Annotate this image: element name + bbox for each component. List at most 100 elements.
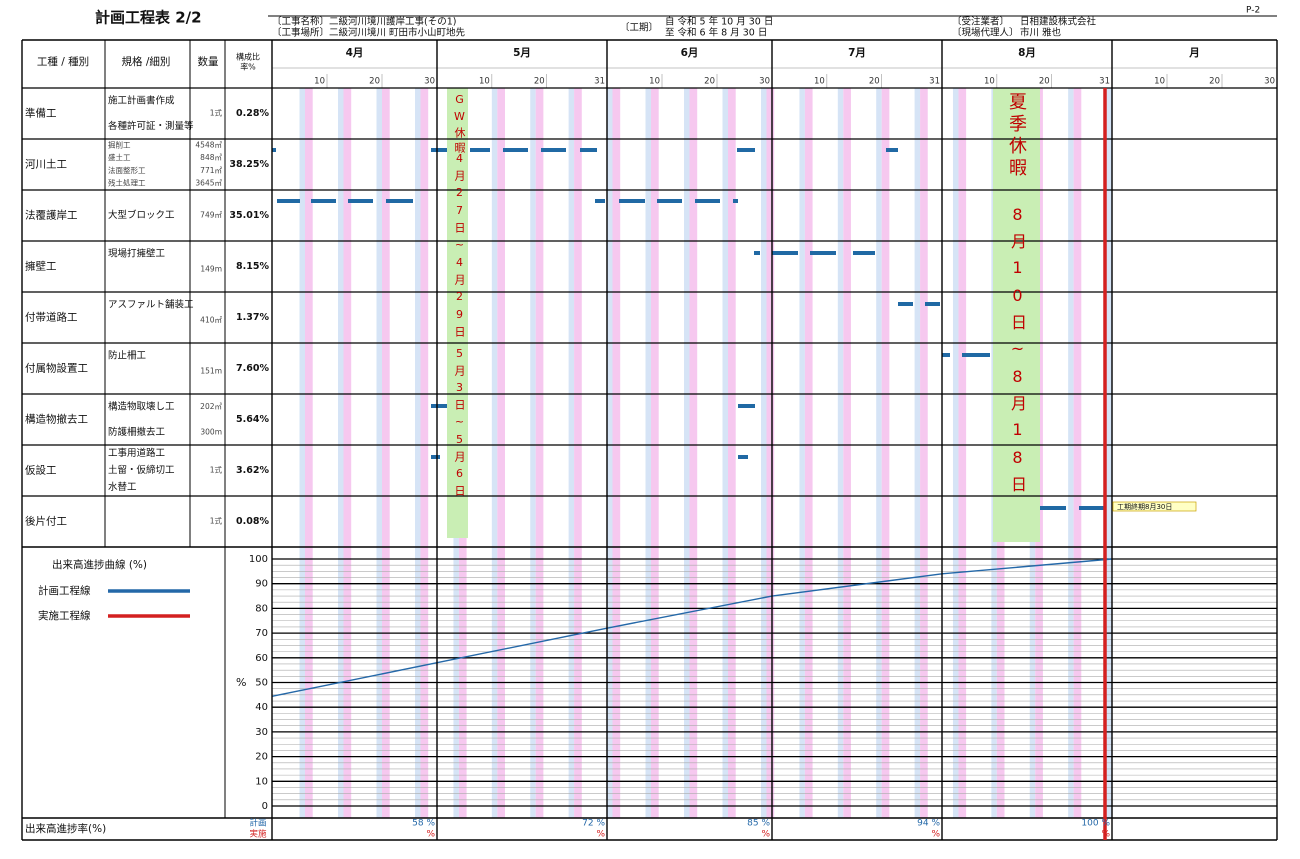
ratio: 1.37%: [236, 312, 269, 323]
quantity: 151m: [200, 367, 222, 376]
period-from: 自 令和 5 年 10 月 30 日: [665, 16, 773, 28]
quantity: 3645㎥: [195, 179, 222, 188]
work-type: 準備工: [25, 107, 57, 120]
gantt-bar: [277, 199, 300, 203]
gantt-bar: [272, 148, 276, 152]
spec: 防止柵工: [108, 350, 147, 362]
quantity: 149m: [200, 265, 222, 274]
quantity: 4548㎥: [195, 140, 222, 149]
summer-note: 夏季休暇: [1006, 92, 1027, 180]
footer-plan: 計画: [249, 818, 266, 829]
month-header: 7月: [848, 47, 866, 59]
weekend-stripe: [689, 88, 698, 818]
spec: 残土処理工: [108, 178, 146, 188]
gantt-bar: [431, 455, 440, 459]
legend-label: 実施工程線: [38, 609, 91, 622]
period-to: 至 令和 6 年 8 月 30 日: [665, 27, 767, 39]
ratio: 8.15%: [236, 261, 269, 272]
day-tick: 31: [1099, 77, 1110, 87]
spec: 法面整形工: [108, 165, 146, 175]
weekend-stripe: [305, 88, 313, 818]
value-label: 58 %: [412, 819, 435, 829]
month-header: 5月: [513, 47, 531, 59]
weekend-stripe: [684, 88, 690, 818]
day-tick: 31: [929, 77, 940, 87]
value-label: %: [1101, 830, 1110, 840]
month-header: 4月: [346, 47, 364, 59]
gantt-bar: [738, 404, 755, 408]
weekend-stripe: [574, 88, 582, 818]
y-tick-label: 60: [255, 653, 268, 664]
gantt-bar: [431, 404, 447, 408]
day-tick: 30: [1264, 77, 1275, 87]
quantity: 1式: [210, 516, 223, 526]
weekend-stripe: [881, 88, 890, 818]
weekend-stripe: [415, 88, 421, 818]
project-site: 〔工事場所〕二級河川境川 町田市小山町地先: [272, 27, 466, 39]
end-note: 工期終期8月30日: [1117, 502, 1172, 511]
holiday-box: [447, 88, 468, 538]
spec: 防護柵撤去工: [108, 426, 166, 438]
work-type: 構造物撤去工: [25, 413, 88, 426]
page-number: P-2: [1246, 6, 1260, 16]
day-tick: 30: [424, 77, 435, 87]
gantt-bar: [754, 251, 760, 255]
day-tick: 30: [759, 77, 770, 87]
gantt-bar: [737, 148, 755, 152]
weekend-stripe: [645, 88, 651, 818]
month-header: 6月: [681, 47, 699, 59]
spec: 施工計画書作成: [108, 94, 175, 106]
y-tick-label: 0: [262, 801, 268, 812]
work-type: 付帯道路工: [25, 311, 78, 324]
quantity: 749㎡: [200, 211, 222, 220]
gantt-bar: [619, 199, 645, 203]
spec: 大型ブロック工: [108, 209, 175, 221]
weekend-stripe: [722, 88, 728, 818]
weekend-stripe: [607, 88, 613, 818]
day-tick: 20: [869, 77, 880, 87]
quantity: 300m: [200, 427, 222, 436]
gw-note: GW休暇: [453, 93, 466, 157]
gantt-bar: [503, 148, 528, 152]
day-tick: 20: [534, 77, 545, 87]
weekend-stripe: [761, 88, 767, 818]
footer-actual: 実施: [249, 829, 267, 840]
gantt-bar: [311, 199, 336, 203]
weekend-stripe: [612, 88, 621, 818]
spec: 現場打擁壁工: [108, 248, 166, 260]
gantt-bar: [431, 148, 447, 152]
footer-label: 出来高進捗率(%): [25, 822, 106, 835]
weekend-stripe: [920, 88, 928, 818]
weekend-stripe: [338, 88, 344, 818]
day-tick: 10: [1154, 77, 1165, 87]
y-tick-label: 100: [249, 554, 268, 565]
y-tick-label: 30: [255, 727, 268, 738]
ratio: 0.08%: [236, 516, 269, 527]
gantt-bar: [853, 251, 875, 255]
work-type: 法覆護岸工: [25, 209, 78, 222]
holiday-box: [993, 88, 1040, 542]
value-label: 72 %: [582, 819, 605, 829]
gantt-bar: [942, 353, 950, 357]
weekend-stripe: [382, 88, 390, 818]
weekend-stripe: [491, 88, 498, 818]
weekend-stripe: [651, 88, 659, 818]
gantt-bar: [348, 199, 373, 203]
spec: 水替工: [108, 481, 137, 493]
quantity: 848㎥: [200, 153, 222, 162]
ratio: 5.64%: [236, 414, 269, 425]
y-tick-label: 80: [255, 603, 268, 614]
gantt-bar: [738, 455, 748, 459]
work-type: 後片付工: [25, 515, 67, 528]
y-tick-label: 70: [255, 628, 268, 639]
contractor: 日相建設株式会社: [1020, 16, 1097, 28]
day-tick: 10: [314, 77, 325, 87]
gantt-bar: [810, 251, 836, 255]
weekend-stripe: [766, 88, 775, 818]
y-axis-label: %: [236, 676, 246, 689]
weekend-stripe: [804, 88, 813, 818]
quantity: 1式: [210, 108, 223, 118]
spec: 土留・仮締切工: [108, 464, 175, 476]
spec: 構造物取壊し工: [108, 400, 175, 412]
